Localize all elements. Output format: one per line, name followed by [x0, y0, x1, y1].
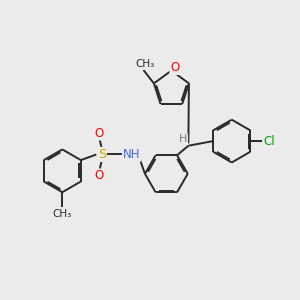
Text: H: H	[179, 134, 187, 144]
Text: Cl: Cl	[264, 135, 275, 148]
Text: O: O	[95, 169, 104, 182]
Text: CH₃: CH₃	[53, 208, 72, 219]
Text: CH₃: CH₃	[135, 59, 154, 69]
Text: NH: NH	[123, 148, 140, 161]
Text: O: O	[95, 127, 104, 140]
Text: O: O	[170, 61, 180, 74]
Text: S: S	[98, 148, 106, 161]
